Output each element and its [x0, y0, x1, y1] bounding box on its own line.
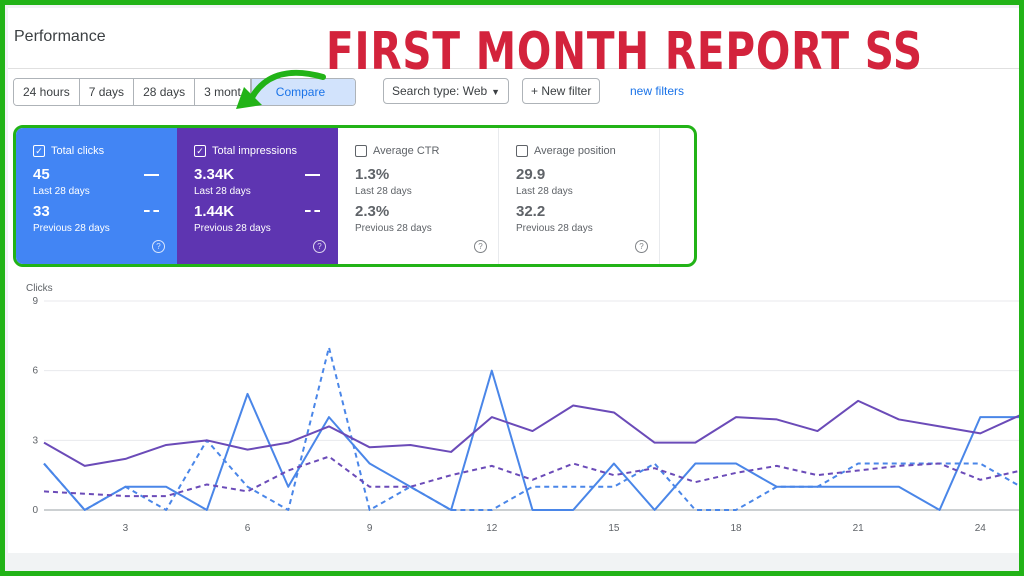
y-tick-label: 9	[32, 296, 38, 307]
solid-line-legend-icon	[144, 174, 159, 176]
card-total-impressions[interactable]: ✓ Total impressions 3.34K Last 28 days 1.…	[177, 128, 338, 264]
average-ctr-checkbox-row[interactable]: Average CTR	[355, 145, 439, 157]
dropdown-arrow-icon: ▼	[491, 87, 501, 97]
card-prev-value: 33	[33, 203, 50, 220]
card-prev-value: 1.44K	[194, 203, 235, 220]
y-axis-label: Clicks	[26, 283, 53, 294]
green-arrow-annotation	[236, 69, 326, 109]
total-impressions-checkbox-row[interactable]: ✓ Total impressions	[194, 145, 297, 157]
card-prev-value: 32.2	[516, 203, 546, 220]
series-line-impressions-current	[43, 399, 1019, 467]
x-tick-label: 12	[486, 523, 498, 534]
card-label: Average position	[534, 145, 616, 157]
new-filter-label: + New filter	[531, 84, 592, 98]
card-value: 1.3%	[355, 166, 390, 183]
card-prev-period: Previous 28 days	[355, 223, 432, 234]
help-icon[interactable]: ?	[474, 240, 487, 253]
card-value: 45	[33, 166, 50, 183]
checkbox-checked-icon[interactable]: ✓	[194, 145, 206, 157]
checkbox-unchecked-icon[interactable]	[516, 145, 528, 157]
new-filter-chip[interactable]: + New filter	[522, 78, 601, 104]
performance-chart: Clicks 0 3 6 9 3 6 9 12 15 18 21 24	[8, 273, 1019, 558]
x-tick-label: 6	[245, 523, 251, 534]
checkbox-checked-icon[interactable]: ✓	[33, 145, 45, 157]
x-tick-label: 9	[367, 523, 373, 534]
search-type-label: Search type: Web	[392, 84, 488, 98]
header-bar: Performance	[8, 8, 1019, 69]
card-prev-period: Previous 28 days	[194, 223, 271, 234]
y-tick-label: 3	[32, 435, 38, 446]
card-label: Total clicks	[51, 145, 105, 157]
total-clicks-checkbox-row[interactable]: ✓ Total clicks	[33, 145, 104, 157]
card-value: 3.34K	[194, 166, 235, 183]
performance-chart-svg: Clicks 0 3 6 9 3 6 9 12 15 18 21 24	[26, 283, 1019, 534]
x-tick-label: 3	[123, 523, 129, 534]
range-7-days-button[interactable]: 7 days	[79, 79, 135, 105]
bottom-strip	[8, 553, 1019, 571]
card-prev-value: 2.3%	[355, 203, 390, 220]
dashed-line-legend-icon	[144, 210, 159, 212]
checkbox-unchecked-icon[interactable]	[355, 145, 367, 157]
range-28-days-button[interactable]: 28 days	[134, 79, 196, 105]
y-tick-label: 0	[32, 505, 38, 516]
card-average-ctr[interactable]: Average CTR 1.3% Last 28 days 2.3% Previ…	[338, 128, 499, 264]
range-24-hours-button[interactable]: 24 hours	[14, 79, 80, 105]
solid-line-legend-icon	[305, 174, 320, 176]
overlay-report-title: FIRST MONTH REPORT SS	[326, 22, 923, 82]
card-spacer	[660, 128, 692, 264]
card-period: Last 28 days	[516, 186, 573, 197]
help-icon[interactable]: ?	[635, 240, 648, 253]
card-average-position[interactable]: Average position 29.9 Last 28 days 32.2 …	[499, 128, 660, 264]
page-title: Performance	[14, 28, 106, 45]
card-label: Average CTR	[373, 145, 440, 157]
help-icon[interactable]: ?	[313, 240, 326, 253]
card-value: 29.9	[516, 166, 546, 183]
series-line-impressions-previous	[43, 455, 1019, 498]
card-period: Last 28 days	[355, 186, 412, 197]
card-total-clicks[interactable]: ✓ Total clicks 45 Last 28 days 33 Previou…	[16, 128, 177, 264]
metric-cards: ✓ Total clicks 45 Last 28 days 33 Previou…	[13, 125, 697, 267]
y-tick-label: 6	[32, 366, 38, 377]
series-line-clicks-previous	[43, 346, 1019, 511]
average-position-checkbox-row[interactable]: Average position	[516, 145, 616, 157]
card-period: Last 28 days	[194, 186, 251, 197]
new-filters-link[interactable]: new filters	[630, 84, 685, 98]
card-prev-period: Previous 28 days	[33, 223, 110, 234]
x-tick-label: 21	[853, 523, 865, 534]
search-type-filter[interactable]: Search type: Web ▼	[383, 78, 510, 104]
help-icon[interactable]: ?	[152, 240, 165, 253]
x-tick-label: 18	[730, 523, 742, 534]
date-range-toolbar: 24 hours 7 days 28 days 3 mont Compare	[13, 78, 357, 106]
card-period: Last 28 days	[33, 186, 90, 197]
x-tick-label: 24	[975, 523, 987, 534]
search-console-page: Performance 24 hours 7 days 28 days 3 mo…	[8, 8, 1019, 571]
card-label: Total impressions	[212, 145, 297, 157]
date-range-group: 24 hours 7 days 28 days 3 mont Compare	[13, 78, 357, 106]
x-tick-label: 15	[608, 523, 620, 534]
series-line-clicks-current	[43, 369, 1019, 511]
dashed-line-legend-icon	[305, 210, 320, 212]
card-prev-period: Previous 28 days	[516, 223, 593, 234]
